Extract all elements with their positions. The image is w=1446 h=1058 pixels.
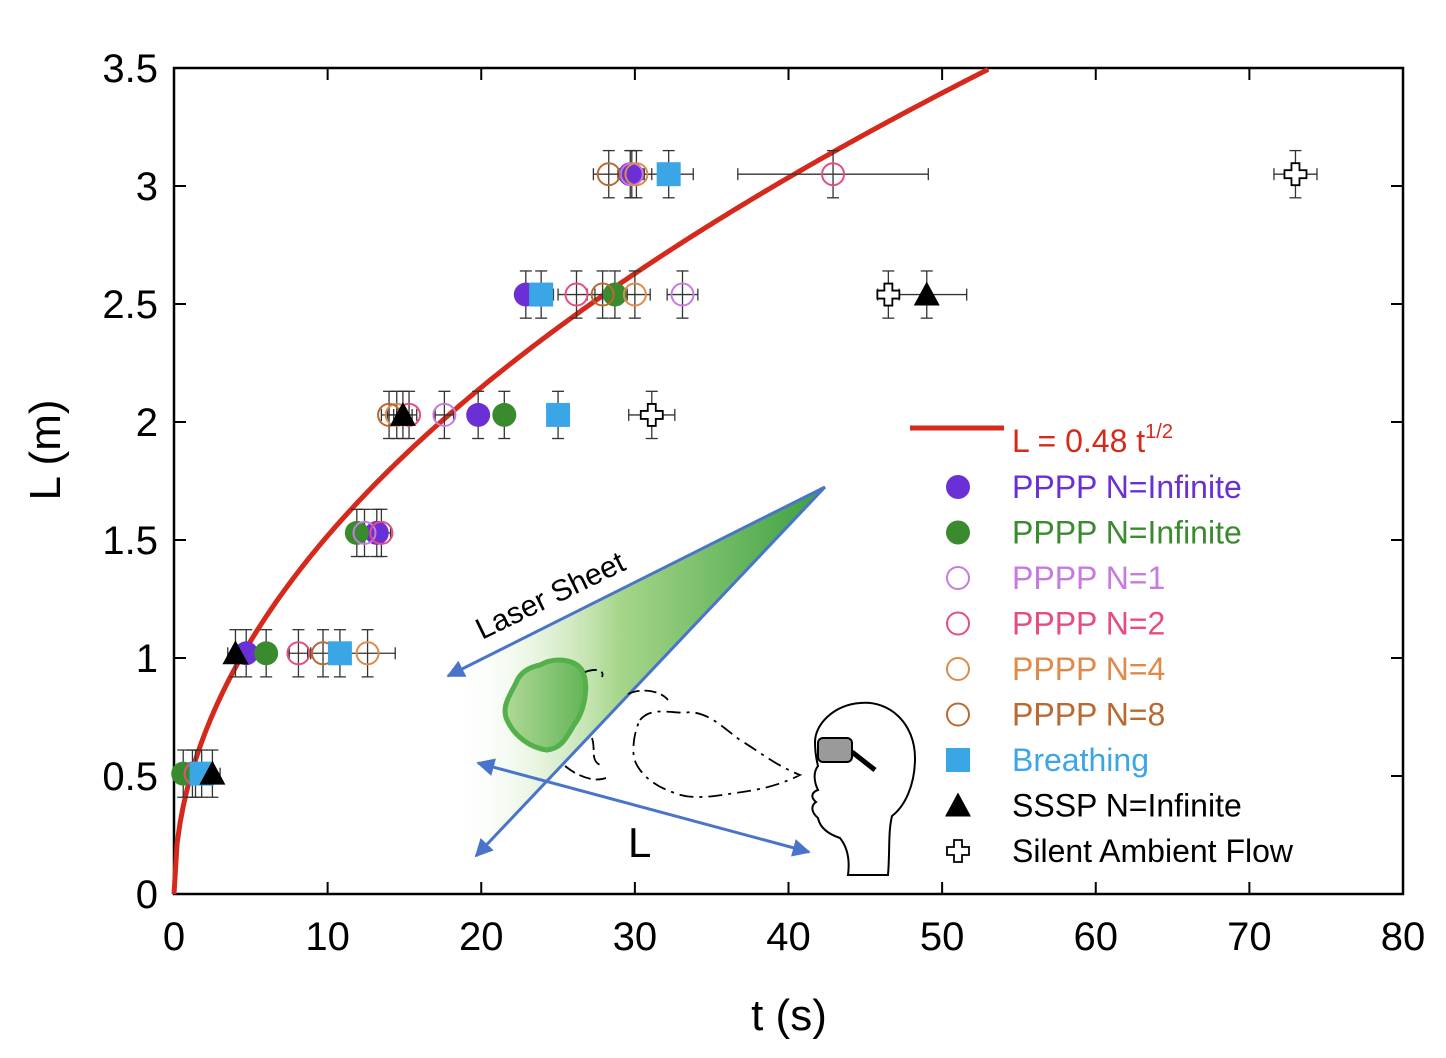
data-point [327,641,352,666]
data-point [492,402,517,427]
legend-marker [946,702,970,727]
fit-curve-layer [171,67,990,895]
fit-curve [171,67,990,895]
data-point [876,282,901,307]
data-points-layer [171,149,1318,798]
y-tick-label: 1.5 [102,519,158,563]
y-tick-label: 3.5 [102,47,158,91]
data-point [171,761,196,786]
x-tick-label: 20 [459,915,504,959]
data-point [564,282,589,307]
x-tick-label: 50 [920,915,965,959]
data-point [254,641,279,666]
data-point [656,162,681,187]
legend-marker [946,839,970,863]
exhaled-cloud-green [502,657,589,753]
x-tick-label: 40 [766,915,811,959]
x-tick-label: 30 [613,915,658,959]
x-axis-label: t (s) [751,991,827,1040]
laser-sheet-edge-top [446,485,826,678]
x-tick-label: 10 [305,915,350,959]
data-point [369,520,394,545]
laser-sheet-illustration: Laser Sheet L [446,485,917,885]
data-point [199,760,226,785]
y-tick-label: 0.5 [102,755,158,799]
distance-label: L [628,819,651,866]
data-point [821,162,846,187]
legend-label: PPPP N=2 [1012,606,1165,642]
data-point [670,282,695,307]
data-point [389,401,416,426]
legend-label: PPPP N=4 [1012,651,1165,687]
data-point [622,282,647,307]
distance-arrow [476,758,811,857]
axis-ticks: 0 10 20 30 40 50 60 70 80 0 0.5 1 1.5 2 2.5 3 3.5 [102,47,1425,959]
data-point [432,402,457,427]
data-point [624,162,649,187]
data-point [602,282,627,307]
data-point [913,281,940,306]
data-point [352,520,377,545]
data-point [222,640,249,665]
legend-label: SSSP N=Infinite [1012,788,1242,824]
y-tick-label: 1 [136,637,158,681]
y-axis-label: L (m) [21,399,70,500]
legend-marker [946,566,970,590]
legend-fit-label: L = 0.48 t1/2 [1012,421,1173,459]
y-tick-label: 0 [136,873,158,917]
data-point [529,282,554,307]
legend-marker [945,792,971,817]
y-tick-label: 2 [136,401,158,445]
legend-label: PPPP N=8 [1012,697,1165,733]
x-tick-label: 60 [1074,915,1119,959]
safety-glasses-icon [817,737,877,772]
data-point [639,403,664,427]
legend: L = 0.48 t1/2 PPPP N=Infinite PPPP N=Infin… [910,421,1294,869]
legend-label: PPPP N=Infinite [1012,515,1242,551]
data-point [466,402,491,427]
legend-marker [946,657,970,681]
legend-label: PPPP N=Infinite [1012,469,1242,505]
data-point [355,641,380,666]
legend-marker [946,748,970,772]
data-point [1283,162,1308,187]
y-tick-label: 3 [136,165,158,209]
legend-label: Breathing [1012,742,1149,778]
exhaled-cloud-outline [632,710,803,798]
data-point [590,282,615,307]
legend-marker [946,520,970,545]
data-point [286,641,311,666]
x-tick-label: 80 [1381,915,1426,959]
head-profile [811,701,917,876]
y-tick-label: 2.5 [102,283,158,327]
data-point [596,162,621,187]
exhaled-cloud-trail [564,669,669,781]
legend-marker [946,611,970,636]
data-point [364,520,389,545]
data-point [618,162,643,187]
legend-marker [946,475,970,499]
legend-label: PPPP N=1 [1012,560,1165,596]
x-tick-label: 0 [163,915,185,959]
data-point [344,520,369,545]
x-tick-label: 70 [1227,915,1272,959]
legend-label: Silent Ambient Flow [1012,833,1294,869]
data-point [546,402,571,427]
